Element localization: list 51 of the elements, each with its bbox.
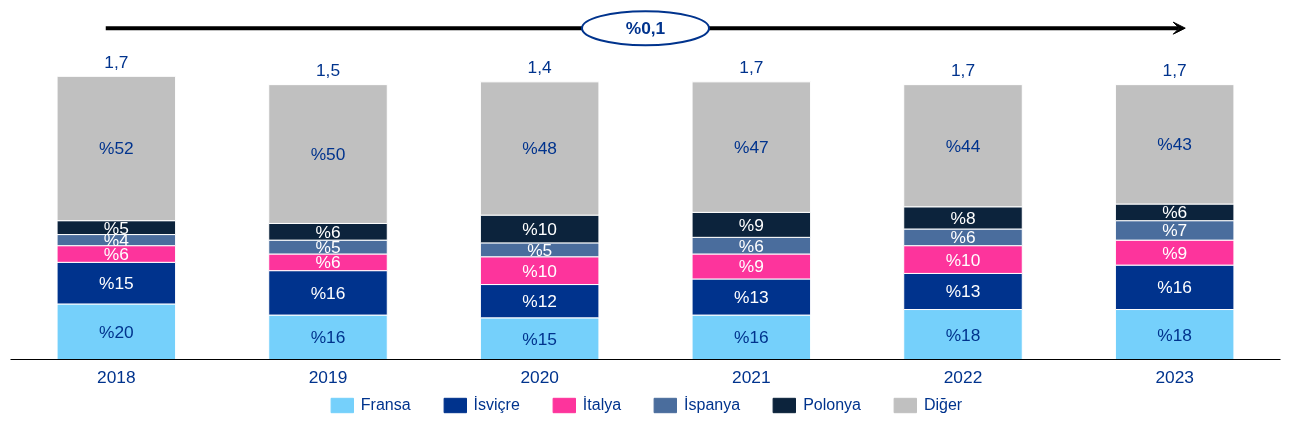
text: %0,1 <box>625 18 666 39</box>
data-label: %13 <box>733 287 769 308</box>
data-label: %12 <box>522 291 558 312</box>
data-label: %16 <box>1157 277 1193 298</box>
data-label: %52 <box>98 138 134 159</box>
data-label: %8 <box>950 207 976 228</box>
x-tick-label: 2019 <box>308 366 348 387</box>
data-label: %6 <box>950 227 976 248</box>
data-label: %6 <box>315 252 341 273</box>
data-label: %16 <box>733 327 769 348</box>
data-label: %15 <box>98 273 134 294</box>
data-label: %10 <box>522 219 558 240</box>
legend-label: Polonya <box>803 396 861 414</box>
annotation: 1,7 <box>950 60 976 81</box>
legend-label: Fransa <box>360 396 411 414</box>
x-tick-label: 2022 <box>943 366 983 387</box>
data-label: %7 <box>1162 220 1188 241</box>
data-label: %9 <box>1162 242 1188 263</box>
annotation: 1,7 <box>1162 60 1187 81</box>
data-label: %16 <box>310 282 346 303</box>
data-label: %20 <box>98 321 134 342</box>
data-label: %10 <box>522 260 558 281</box>
annotation: 1,4 <box>527 57 553 78</box>
legend-label: İtalya <box>582 396 622 414</box>
data-label: %9 <box>738 214 764 235</box>
x-tick-label: 2021 <box>732 366 771 387</box>
legend-label: İsviçre <box>473 396 520 414</box>
annotation: 1,7 <box>739 57 764 78</box>
data-label: %44 <box>945 135 981 156</box>
data-label: %15 <box>522 328 558 349</box>
data-label: %16 <box>310 327 346 348</box>
legend-label: Diğer <box>923 396 963 414</box>
data-label: %50 <box>310 144 346 165</box>
data-label: %13 <box>945 281 981 302</box>
data-label: %47 <box>733 137 769 158</box>
x-tick-label: 2023 <box>1155 366 1194 387</box>
annotation: 1,5 <box>315 60 341 81</box>
data-label: %43 <box>1157 134 1193 155</box>
data-label: %5 <box>527 239 553 260</box>
annotation: 1,7 <box>104 51 129 72</box>
data-label: %6 <box>1162 202 1188 223</box>
data-label: %18 <box>945 324 981 345</box>
data-label: %6 <box>315 221 341 242</box>
x-tick-label: 2018 <box>97 366 136 387</box>
legend-label: İspanya <box>684 396 741 414</box>
x-tick-label: 2020 <box>520 366 559 387</box>
data-label: %48 <box>522 138 558 159</box>
data-label: %18 <box>1157 324 1193 345</box>
data-label: %9 <box>738 256 764 277</box>
data-label: %10 <box>945 249 981 270</box>
data-label: %6 <box>738 235 764 256</box>
